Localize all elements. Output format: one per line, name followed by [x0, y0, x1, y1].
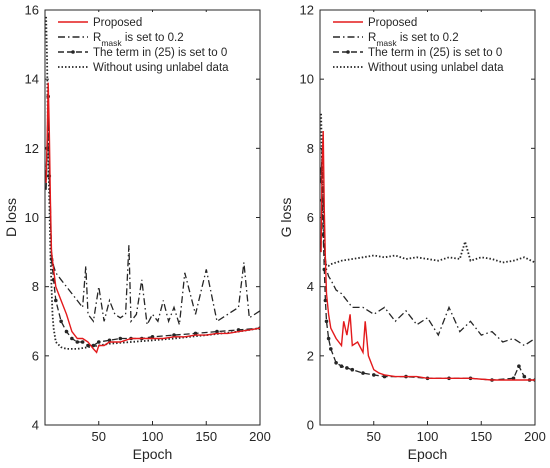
series-point — [326, 336, 331, 341]
series-line-0 — [45, 82, 260, 354]
series-line-0 — [320, 130, 535, 381]
plot-frame — [44, 9, 261, 426]
series-point — [54, 298, 58, 303]
y-axis-label: D loss — [3, 198, 19, 237]
x-tick-label: 200 — [249, 429, 271, 444]
y-tick-label: 6 — [32, 348, 39, 363]
y-axis-label: G loss — [278, 198, 294, 238]
series-point — [321, 233, 325, 237]
x-axis-label: Epoch — [133, 446, 173, 462]
series-point — [372, 373, 376, 377]
x-tick-label: 50 — [92, 429, 106, 444]
legend-background — [329, 12, 531, 78]
x-tick-label: 150 — [470, 429, 492, 444]
series-point — [215, 329, 219, 334]
x-tick-label: 100 — [142, 429, 164, 444]
y-tick-label: 8 — [307, 141, 314, 156]
series-line-3 — [45, 16, 260, 350]
legend-marker — [71, 50, 75, 54]
series-point — [334, 361, 338, 365]
g-loss-chart: 0 2 4 6 8 10 12 50 100 150 200 Epoch G loss ProposedR… — [278, 3, 546, 463]
y-tick-label: 4 — [32, 418, 39, 433]
series-point — [64, 329, 69, 334]
x-tick-label: 200 — [524, 429, 546, 444]
legend-background — [54, 12, 256, 78]
y-tick-label: 12 — [25, 141, 39, 156]
series-point — [150, 335, 155, 339]
series-point — [86, 343, 90, 348]
series-point — [350, 367, 355, 372]
legend-label: Proposed — [368, 17, 417, 29]
y-tick-label: 0 — [307, 418, 314, 433]
y-tick-label: 12 — [300, 3, 314, 18]
series-point — [517, 364, 521, 369]
x-tick-label: 150 — [195, 429, 217, 444]
series-point — [511, 376, 516, 381]
y-tick-label: 6 — [307, 210, 314, 225]
legend-label: Proposed — [93, 17, 142, 29]
y-tick-label: 14 — [25, 72, 39, 87]
series-point — [193, 331, 198, 336]
y-tick-label: 10 — [25, 210, 39, 225]
legend-label: The term in (25) is set to 0 — [368, 47, 502, 59]
series-point — [323, 298, 328, 303]
legend-label: The term in (25) is set to 0 — [93, 47, 227, 59]
series-point — [329, 347, 333, 351]
series-point — [522, 374, 527, 379]
x-axis-label: Epoch — [408, 446, 448, 462]
series-point — [70, 336, 74, 341]
series-point — [97, 340, 101, 344]
series-point — [59, 319, 63, 324]
legend-marker — [346, 50, 350, 54]
series-point — [107, 338, 112, 343]
series-line-1 — [320, 148, 535, 347]
legend-label: Without using unlabel data — [368, 62, 504, 74]
series-point — [80, 340, 85, 344]
series-point — [361, 371, 365, 375]
y-tick-label: 16 — [25, 3, 39, 18]
series-point — [324, 319, 329, 324]
series-point — [172, 333, 176, 337]
y-tick-label: 8 — [32, 279, 39, 294]
series-point — [91, 343, 96, 348]
series-point — [339, 364, 344, 369]
series-point — [118, 336, 123, 341]
x-tick-label: 100 — [417, 429, 439, 444]
y-tick-label: 2 — [307, 348, 314, 363]
series-point — [345, 366, 349, 370]
y-tick-label: 10 — [300, 72, 314, 87]
plot-frame — [319, 9, 536, 426]
y-tick-label: 4 — [307, 279, 314, 294]
x-tick-label: 50 — [367, 429, 381, 444]
d-loss-chart: 4 6 8 10 12 14 16 50 100 150 200 Epoch D loss Propose… — [3, 3, 271, 463]
legend-label: Without using unlabel data — [93, 62, 229, 74]
series-point — [75, 340, 80, 344]
series-line-1 — [45, 96, 260, 327]
